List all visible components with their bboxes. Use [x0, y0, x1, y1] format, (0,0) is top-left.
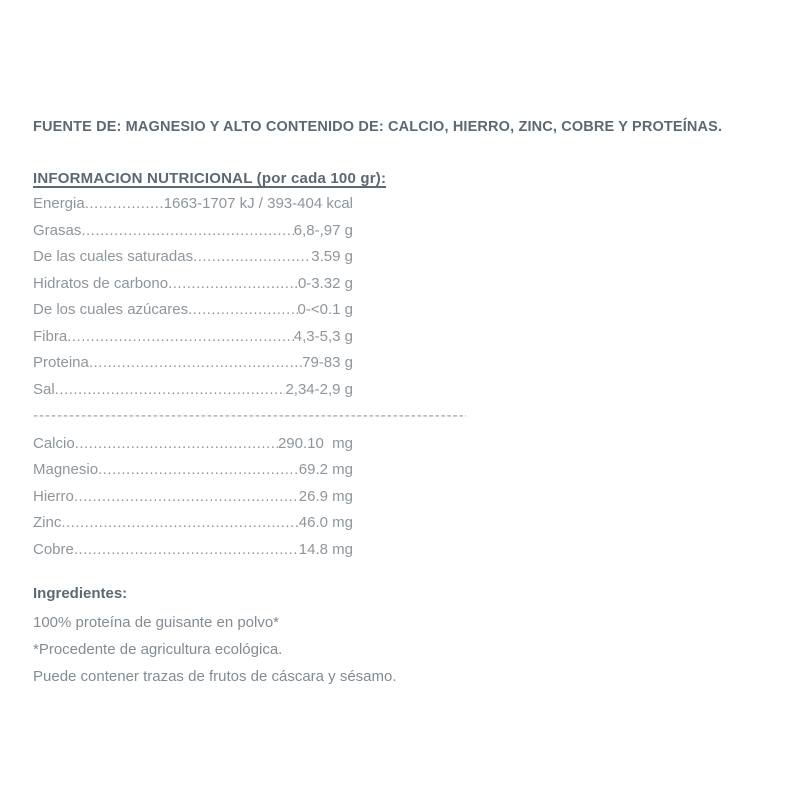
row-label: De los cuales azúcares — [33, 301, 189, 318]
row-label: Zinc — [33, 514, 62, 531]
row-label: Calcio — [33, 434, 75, 452]
dot-leader: ........................................… — [188, 301, 297, 318]
ingredient-line-main: 100% proteína de guisante en polvo* — [33, 614, 280, 631]
row-label: Hierro — [33, 487, 74, 505]
row-label: Fibra — [33, 327, 68, 345]
nutrition-row-saturadas: De las cuales saturadas ................… — [33, 244, 353, 271]
dot-leader: ........................................… — [88, 354, 302, 371]
nutrition-row-sal: Sal ....................................… — [33, 377, 353, 404]
mineral-row-calcio: Calcio .................................… — [33, 431, 353, 458]
dot-leader: ........................................… — [84, 195, 164, 212]
row-value: 14.8 mg — [298, 540, 353, 558]
row-label: Hidratos de carbono — [33, 274, 169, 292]
mineral-row-cobre: Cobre ..................................… — [33, 537, 353, 564]
nutrition-row-proteina: Proteina ...............................… — [33, 350, 353, 377]
row-label: Cobre — [33, 540, 74, 558]
row-value: 2,34-2,9 g — [285, 380, 353, 398]
dot-leader: ........................................… — [193, 248, 311, 265]
row-value: 69.2 mg — [298, 461, 353, 478]
dashed-separator: ----------------------------------------… — [33, 407, 466, 424]
row-value: 26.9 mg — [298, 487, 353, 505]
dot-leader: ........................................… — [81, 221, 293, 239]
dot-leader: ........................................… — [73, 487, 299, 505]
nutrition-row-azucares: De los cuales azúcares .................… — [33, 297, 353, 324]
row-label: Proteina — [33, 354, 89, 371]
row-label: De las cuales saturadas — [33, 248, 194, 265]
nutrition-row-grasas: Grasas .................................… — [33, 218, 353, 245]
row-value: 46.0 mg — [298, 514, 353, 531]
dot-leader: ........................................… — [74, 434, 278, 452]
row-value: 0-<0.1 g — [297, 301, 353, 318]
nutrition-row-energia: Energia ................................… — [33, 191, 353, 218]
nutrition-info-title: INFORMACION NUTRICIONAL (por cada 100 gr… — [33, 170, 387, 187]
dot-leader: ........................................… — [61, 514, 298, 531]
nutrition-row-fibra: Fibra ..................................… — [33, 324, 353, 351]
ingredient-line-allergen-note: Puede contener trazas de frutos de cásca… — [33, 668, 397, 685]
ingredient-line-organic-note: *Procedente de agricultura ecológica. — [33, 641, 283, 658]
nutrition-rows: Energia ................................… — [33, 191, 353, 403]
nutrition-row-hidratos: Hidratos de carbono ....................… — [33, 271, 353, 298]
row-value: 1663-1707 kJ / 393-404 kcal — [163, 195, 353, 212]
mineral-row-zinc: Zinc ...................................… — [33, 510, 353, 537]
row-value: 290.10 mg — [277, 434, 353, 452]
row-label: Energia — [33, 195, 85, 212]
row-value: 6,8-,97 g — [293, 221, 353, 239]
mineral-row-hierro: Hierro .................................… — [33, 484, 353, 511]
dot-leader: ........................................… — [73, 540, 299, 558]
row-label: Grasas — [33, 221, 82, 239]
row-value: 0-3.32 g — [297, 274, 353, 292]
dot-leader: ........................................… — [98, 461, 299, 478]
dot-leader: ........................................… — [54, 380, 286, 398]
row-value: 79-83 g — [302, 354, 353, 371]
source-claim-heading: FUENTE DE: MAGNESIO Y ALTO CONTENIDO DE:… — [33, 119, 723, 135]
mineral-rows: Calcio .................................… — [33, 431, 353, 564]
row-value: 3.59 g — [311, 248, 353, 265]
row-value: 4,3-5,3 g — [293, 327, 353, 345]
dot-leader: ........................................… — [168, 274, 298, 292]
row-label: Sal — [33, 380, 55, 398]
ingredients-section: 100% proteína de guisante en polvo* *Pro… — [33, 609, 794, 690]
row-label: Magnesio — [33, 461, 99, 478]
ingredients-title: Ingredientes: — [33, 585, 128, 602]
mineral-row-magnesio: Magnesio ...............................… — [33, 457, 353, 484]
dot-leader: ........................................… — [67, 327, 294, 345]
